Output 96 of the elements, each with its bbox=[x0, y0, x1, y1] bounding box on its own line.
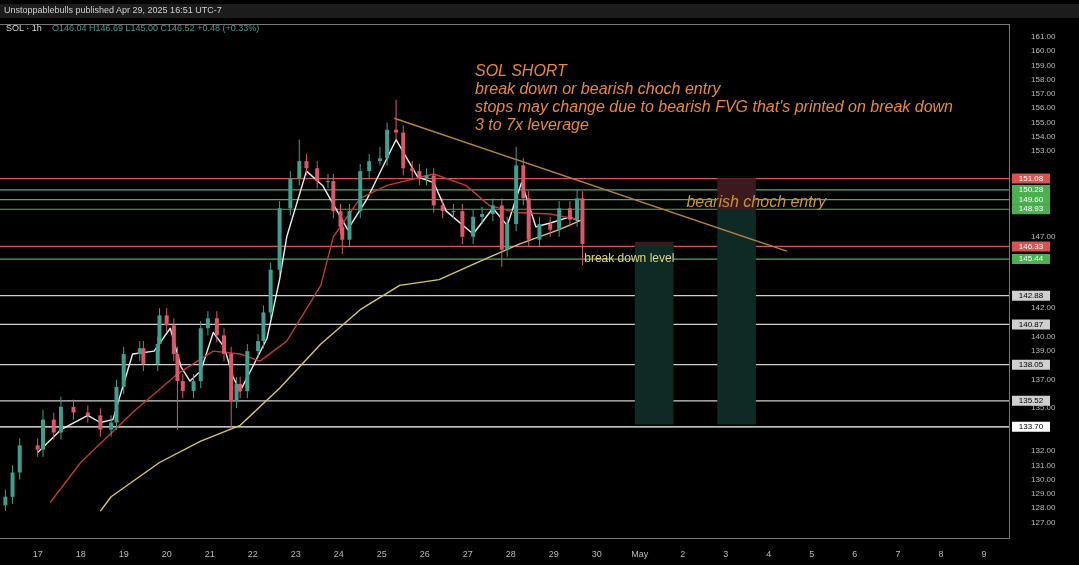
ref-line-label: 146.33 bbox=[1018, 241, 1044, 251]
ref-line-label: 148.93 bbox=[1018, 204, 1044, 214]
x-tick-label: 6 bbox=[852, 549, 858, 560]
annotation: 3 to 7x leverage bbox=[475, 116, 589, 134]
candlestick bbox=[3, 489, 8, 512]
ref-line-label: 149.60 bbox=[1018, 194, 1044, 204]
x-tick-label: 30 bbox=[591, 549, 602, 560]
y-tick-label: 153.00 bbox=[1031, 146, 1057, 156]
y-tick-label: 132.00 bbox=[1031, 446, 1057, 456]
candlestick bbox=[377, 146, 382, 166]
chart-title: SOL · 1h bbox=[6, 23, 42, 34]
candlestick bbox=[214, 310, 219, 344]
candlestick bbox=[548, 216, 553, 238]
ref-line-label: 133.70 bbox=[1018, 421, 1044, 431]
candlestick bbox=[537, 216, 542, 248]
candlestick bbox=[256, 333, 261, 359]
annotation: O146.04 H146.69 L145.00 C146.52 +0.48 (+0.33%) bbox=[52, 23, 260, 34]
candlestick bbox=[297, 139, 302, 186]
x-tick-label: 23 bbox=[290, 549, 301, 560]
x-tick-label: 8 bbox=[938, 549, 944, 560]
x-tick-label: 4 bbox=[766, 549, 772, 560]
candlestick bbox=[191, 373, 196, 399]
x-tick-label: 25 bbox=[376, 549, 387, 560]
x-tick-label: 29 bbox=[548, 549, 559, 560]
y-tick-label: 159.00 bbox=[1031, 60, 1057, 70]
y-tick-label: 155.00 bbox=[1031, 117, 1057, 127]
x-tick-label: 9 bbox=[981, 549, 987, 560]
y-tick-label: 140.00 bbox=[1031, 332, 1057, 342]
y-tick-label: 147.00 bbox=[1031, 232, 1057, 242]
candlestick bbox=[141, 340, 146, 372]
y-tick-label: 161.00 bbox=[1031, 32, 1057, 42]
annotation: stops may change due to bearish FVG that's printed on break down bbox=[475, 98, 954, 116]
candlestick bbox=[315, 160, 320, 189]
x-tick-label: 27 bbox=[462, 549, 473, 560]
y-tick-label: 139.00 bbox=[1031, 346, 1057, 356]
candlestick bbox=[164, 307, 169, 334]
candlestick bbox=[567, 200, 572, 228]
x-tick-label: 2 bbox=[680, 549, 686, 560]
y-tick-label: 158.00 bbox=[1031, 74, 1057, 84]
y-tick-label: 137.00 bbox=[1031, 374, 1057, 384]
x-tick-label: 26 bbox=[419, 549, 430, 560]
y-tick-label: 154.00 bbox=[1031, 132, 1057, 142]
x-tick-label: May bbox=[631, 549, 649, 560]
candlestick bbox=[304, 153, 309, 176]
x-tick-label: 7 bbox=[895, 549, 901, 560]
ref-line-label: 142.88 bbox=[1018, 290, 1044, 300]
candlestick bbox=[325, 173, 330, 189]
candlestick bbox=[557, 200, 562, 238]
candlestick bbox=[417, 163, 422, 186]
x-tick-label: 18 bbox=[75, 549, 86, 560]
x-tick-label: 19 bbox=[118, 549, 129, 560]
y-tick-label: 129.00 bbox=[1031, 489, 1057, 499]
x-tick-label: 28 bbox=[505, 549, 516, 560]
candlestick bbox=[367, 153, 372, 179]
ref-line-label: 151.08 bbox=[1018, 173, 1044, 183]
x-tick-label: 22 bbox=[247, 549, 258, 560]
y-tick-label: 131.00 bbox=[1031, 460, 1057, 470]
x-tick-label: 3 bbox=[723, 549, 729, 560]
candlestick bbox=[51, 412, 56, 441]
x-tick-label: 20 bbox=[161, 549, 172, 560]
candlestick bbox=[71, 399, 76, 421]
y-tick-label: 130.00 bbox=[1031, 474, 1057, 484]
candlestick bbox=[109, 414, 114, 438]
x-tick-label: 24 bbox=[333, 549, 344, 560]
y-tick-label: 142.00 bbox=[1031, 303, 1057, 313]
candlestick bbox=[222, 327, 227, 362]
ref-line-label: 150.28 bbox=[1018, 185, 1044, 195]
annotation: SOL SHORT bbox=[475, 62, 569, 80]
candlestick bbox=[98, 407, 103, 438]
candlestick bbox=[238, 376, 243, 399]
candlestick bbox=[180, 373, 185, 399]
candlestick bbox=[480, 206, 485, 225]
bar bbox=[717, 208, 756, 425]
x-tick-label: 17 bbox=[32, 549, 43, 560]
ref-line-label: 145.44 bbox=[1018, 254, 1044, 264]
x-tick-label: 5 bbox=[809, 549, 815, 560]
y-tick-label: 128.00 bbox=[1031, 503, 1057, 513]
ref-line-label: 135.52 bbox=[1018, 396, 1044, 405]
y-tick-label: 135.00 bbox=[1031, 403, 1057, 413]
candlestick bbox=[471, 209, 476, 245]
chart-subtitle: Unstoppablebulls published Apr 29, 2025 16:51 UTC-7 bbox=[4, 5, 222, 16]
y-tick-label: 160.00 bbox=[1031, 46, 1057, 56]
y-tick-label: 156.00 bbox=[1031, 103, 1057, 113]
ref-line-label: 138.05 bbox=[1018, 359, 1044, 369]
ref-line-label: 140.87 bbox=[1018, 319, 1044, 329]
x-tick-label: 21 bbox=[204, 549, 215, 560]
y-tick-label: 127.00 bbox=[1031, 517, 1057, 527]
candlestick bbox=[205, 310, 210, 336]
candlestick bbox=[394, 99, 399, 141]
candlestick bbox=[451, 203, 456, 219]
candlestick bbox=[490, 197, 495, 222]
candlestick bbox=[35, 437, 40, 458]
annotation: break down or bearish choch entry bbox=[475, 80, 722, 98]
y-tick-label: 157.00 bbox=[1031, 89, 1057, 99]
candlestick bbox=[575, 189, 580, 228]
candlestick bbox=[440, 197, 445, 219]
